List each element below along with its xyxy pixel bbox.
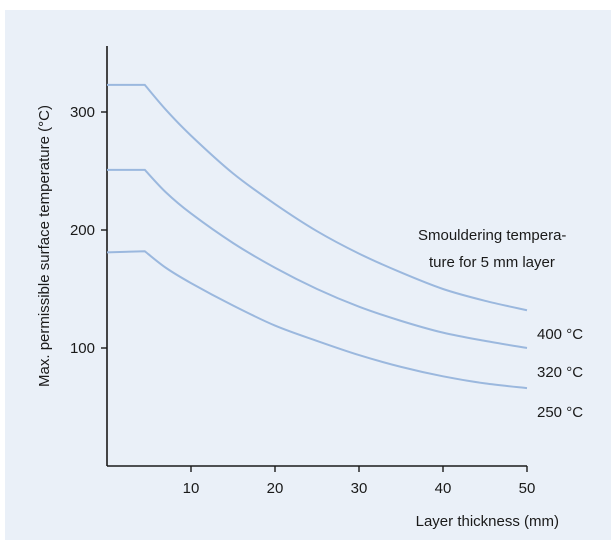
y-tick-label-100: 100 — [70, 340, 95, 357]
y-tick-label-200: 200 — [70, 222, 95, 239]
tick-labels: 10 20 30 40 50 100 200 300 — [70, 104, 535, 497]
series-labels: 400 °C 320 °C 250 °C — [537, 326, 583, 421]
x-tick-label-20: 20 — [267, 480, 284, 497]
series-label-320c: 320 °C — [537, 364, 583, 381]
series-line-320c — [107, 168, 528, 349]
series-lines — [106, 83, 528, 390]
x-tick-label-10: 10 — [183, 480, 200, 497]
series-label-400c: 400 °C — [537, 326, 583, 343]
x-tick-label-30: 30 — [351, 480, 368, 497]
legend: Smouldering tempera- ture for 5 mm layer — [418, 227, 566, 271]
series-line-250c — [106, 250, 528, 390]
series-label-250c: 250 °C — [537, 404, 583, 421]
axes — [106, 46, 527, 467]
x-axis-label: Layer thickness (mm) — [416, 513, 559, 530]
x-tick-label-40: 40 — [435, 480, 452, 497]
series-line-400c — [107, 83, 528, 312]
x-tick-label-50: 50 — [519, 480, 536, 497]
y-tick-label-300: 300 — [70, 104, 95, 121]
y-axis-label: Max. permissible surface temperature (°C… — [36, 105, 53, 387]
legend-title-line-1: Smouldering tempera- — [418, 227, 566, 244]
tick-marks — [101, 111, 528, 472]
chart-background — [5, 10, 611, 540]
legend-title-line-2: ture for 5 mm layer — [429, 254, 555, 271]
